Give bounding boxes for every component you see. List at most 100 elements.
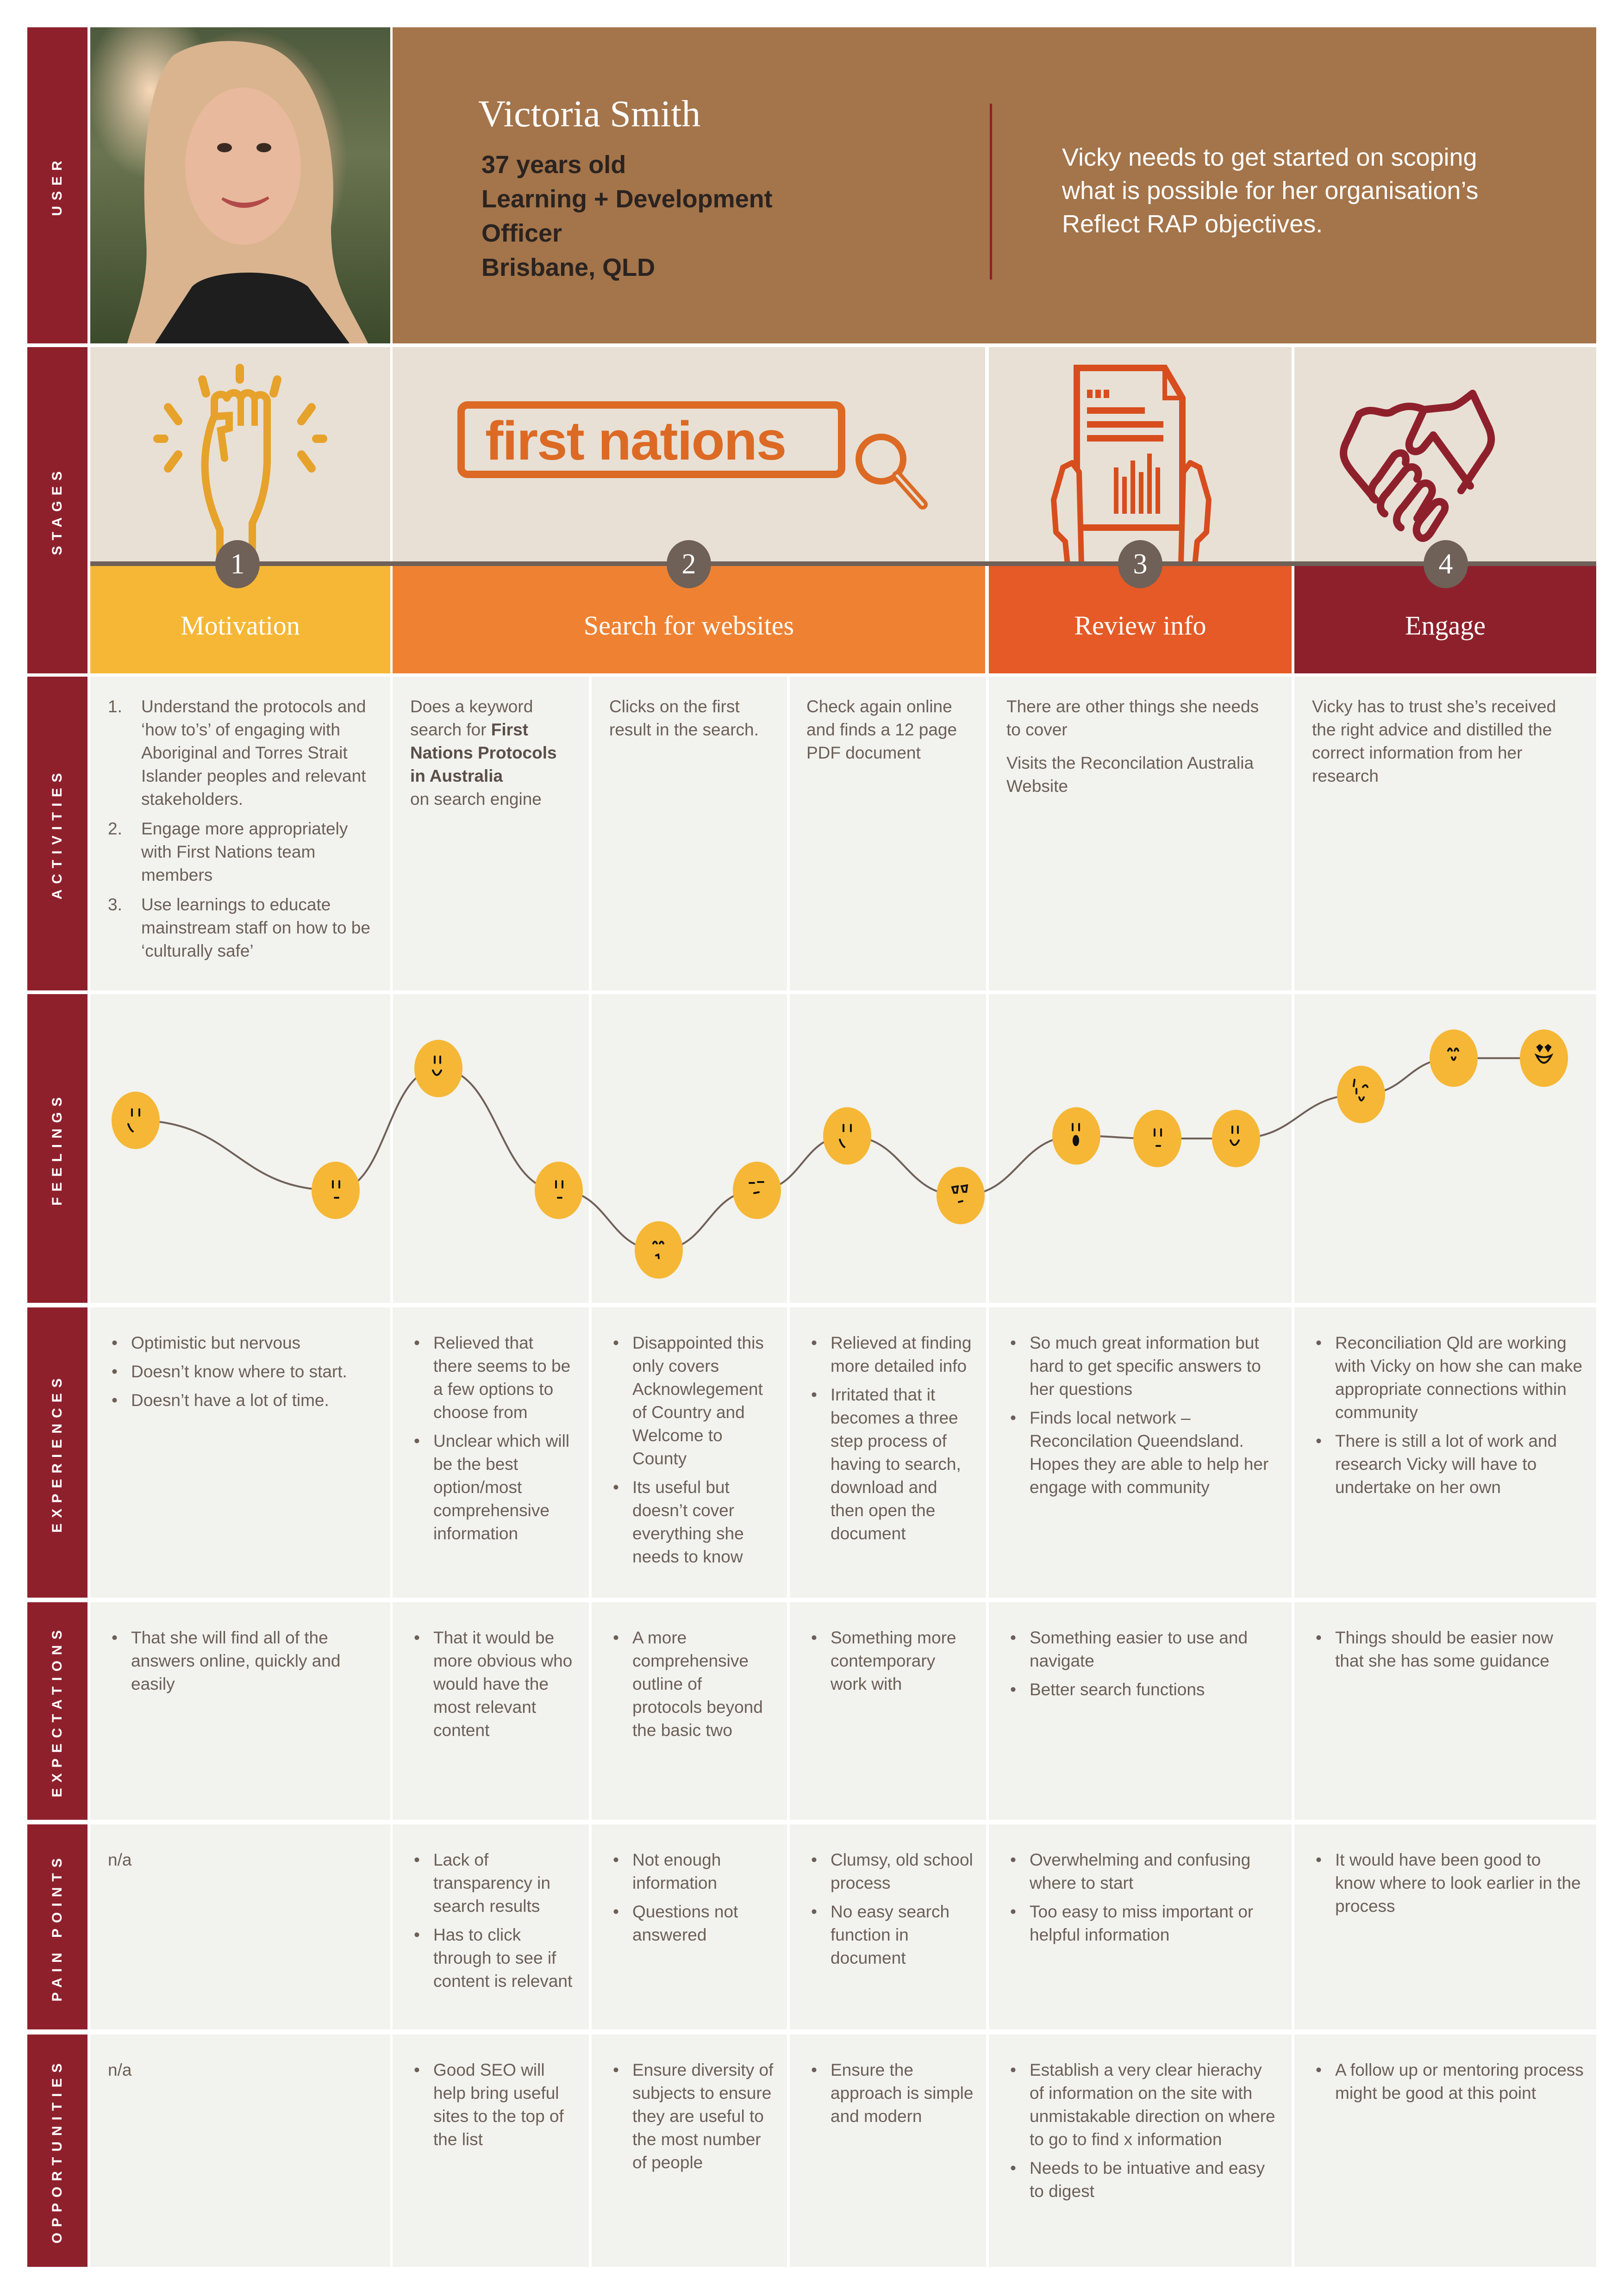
face-happy-icon — [414, 1039, 462, 1097]
opportunities-cell: n/a — [90, 2035, 390, 2267]
activities-search-keyword: Does a keyword search for First Nations … — [393, 677, 589, 990]
experiences-cell: Relieved that there seems to be a few op… — [393, 1307, 589, 1598]
bullet-list: That it would be more obvious who would … — [410, 1626, 577, 1742]
activity-text: Vicky has to trust she’s received the ri… — [1312, 697, 1556, 785]
pain-points-cell: Not enough information Questions not answ… — [592, 1824, 787, 2029]
stage-label: Motivation — [181, 610, 300, 641]
activities-search-click: Clicks on the first result in the search… — [592, 677, 787, 990]
expectations-cell: That she will find all of the answers on… — [90, 1602, 390, 1820]
stage-number-badge: 2 — [667, 540, 711, 588]
bullet-list: Good SEO will help bring useful sites to… — [410, 2059, 577, 2151]
user-age: 37 years old — [481, 151, 626, 179]
experiences-cell: So much great information but hard to ge… — [989, 1307, 1292, 1598]
bullet-list: Something more contemporary work with — [807, 1626, 974, 1696]
user-details: 37 years old Learning + Development Offi… — [481, 148, 773, 285]
stage-icon-panel-3 — [989, 347, 1292, 565]
portrait-icon — [127, 41, 368, 343]
bullet-list: So much great information but hard to ge… — [1006, 1332, 1280, 1499]
bullet-item: Irritated that it becomes a three step p… — [807, 1383, 974, 1545]
bullet-item: So much great information but hard to ge… — [1006, 1332, 1280, 1401]
activity-text: Does a keyword search for — [410, 697, 533, 739]
row-label-feelings: FEELINGS — [27, 994, 87, 1303]
bullet-item: That it would be more obvious who would … — [410, 1626, 577, 1742]
pain-points-cell: It would have been good to know where to… — [1294, 1824, 1596, 2029]
column-divider — [390, 994, 393, 1303]
user-name: Victoria Smith — [478, 93, 701, 135]
face-neutral-icon — [1133, 1110, 1181, 1167]
stage-timeline-line — [90, 561, 1596, 566]
bullet-list: Clumsy, old school process No easy search… — [807, 1848, 974, 1970]
bullet-item: Questions not answered — [609, 1900, 775, 1947]
bullet-item: Relieved at finding more detailed info — [807, 1332, 974, 1378]
face-pleased-icon — [1430, 1029, 1478, 1087]
stage-label: Review info — [1074, 610, 1206, 641]
stage-number-badge: 1 — [215, 540, 260, 588]
bullet-item: Doesn’t know where to start. — [108, 1360, 378, 1383]
bullet-list: Not enough information Questions not answ… — [609, 1848, 775, 1947]
stage-icon-panel-1 — [90, 347, 390, 565]
activity-text: Clicks on the first result in the search… — [609, 697, 759, 739]
bullet-item: Too easy to miss important or helpful in… — [1006, 1900, 1280, 1947]
row-label-pain-points: PAIN POINTS — [27, 1824, 87, 2029]
bullet-item: Ensure diversity of subjects to ensure t… — [609, 2059, 775, 2174]
na-text: n/a — [108, 1850, 132, 1869]
row-label-text: PAIN POINTS — [50, 1852, 65, 2002]
activity-text: There are other things she needs to cove… — [1006, 697, 1259, 739]
activities-review: There are other things she needs to cove… — [989, 677, 1292, 990]
bullet-list: A follow up or mentoring process might b… — [1312, 2059, 1584, 2105]
search-query-text: First Nations Protocols in Australia — [410, 720, 557, 785]
bullet-item: Overwhelming and confusing where to star… — [1006, 1848, 1280, 1895]
stage-number-badge: 4 — [1424, 540, 1468, 588]
face-surprised-icon — [1052, 1107, 1100, 1165]
activities-list: Understand the protocols and ‘how to’s’ … — [108, 695, 376, 963]
row-label-expectations: EXPECTATIONS — [27, 1602, 87, 1820]
bullet-list: That she will find all of the answers on… — [108, 1626, 378, 1696]
activity-item: Use learnings to educate mainstream staf… — [108, 893, 376, 963]
face-wink-icon — [1337, 1065, 1385, 1123]
row-label-text: OPPORTUNITIES — [50, 2058, 65, 2244]
user-goal: Vicky needs to get started on scoping wh… — [1062, 143, 1479, 238]
activities-motivation: Understand the protocols and ‘how to’s’ … — [90, 677, 390, 990]
row-label-stages: STAGES — [27, 347, 87, 673]
pain-points-cell: n/a — [90, 1824, 390, 2029]
experiences-cell: Relieved at finding more detailed info Ir… — [790, 1307, 986, 1598]
bullet-item: Something easier to use and navigate — [1006, 1626, 1280, 1673]
stage-icon-panel-2: first nations — [393, 347, 985, 565]
bullet-item: Doesn’t have a lot of time. — [108, 1389, 378, 1412]
bullet-item: Things should be easier now that she has… — [1312, 1626, 1584, 1673]
opportunities-cell: Establish a very clear hierachy of infor… — [989, 2035, 1292, 2267]
activity-text: Check again online and finds a 12 page P… — [806, 697, 957, 762]
opportunities-cell: Ensure diversity of subjects to ensure t… — [592, 2035, 787, 2267]
feelings-curve — [90, 994, 1596, 1303]
row-label-user: USER — [27, 27, 87, 343]
bullet-list: Relieved that there seems to be a few op… — [410, 1332, 577, 1545]
face-neutral-icon — [535, 1162, 583, 1219]
pain-points-cell: Clumsy, old school process No easy search… — [790, 1824, 986, 2029]
user-role-line1: Learning + Development — [481, 185, 773, 213]
emotion-curve — [112, 1029, 1568, 1279]
bullet-item: Reconciliation Qld are working with Vick… — [1312, 1332, 1584, 1424]
opportunities-cell: A follow up or mentoring process might b… — [1294, 2035, 1596, 2267]
bullet-item: Lack of transparency in search results — [410, 1848, 577, 1918]
face-neutral-icon — [312, 1162, 360, 1219]
expectations-cell: Something more contemporary work with — [790, 1602, 986, 1820]
bullet-list: Relieved at finding more detailed info Ir… — [807, 1332, 974, 1545]
face-skeptical-icon — [937, 1167, 985, 1225]
experiences-cell: Disappointed this only covers Acknowlege… — [592, 1307, 787, 1598]
bullet-list: Reconciliation Qld are working with Vick… — [1312, 1332, 1584, 1499]
document-in-hands-icon — [1051, 365, 1212, 565]
bullet-item: No easy search function in document — [807, 1900, 974, 1970]
row-label-text: USER — [50, 155, 65, 216]
activities-engage: Vicky has to trust she’s received the ri… — [1294, 677, 1596, 990]
user-role-line2: Officer — [481, 219, 562, 247]
experiences-cell: Optimistic but nervous Doesn’t know where… — [90, 1307, 390, 1598]
bullet-list: Ensure the approach is simple and modern — [807, 2059, 974, 2128]
handshake-icon — [1340, 390, 1495, 542]
bullet-item: There is still a lot of work and researc… — [1312, 1430, 1584, 1499]
activity-item: Understand the protocols and ‘how to’s’ … — [108, 695, 376, 811]
bullet-item: A more comprehensive outline of protocol… — [609, 1626, 775, 1742]
expectations-cell: That it would be more obvious who would … — [393, 1602, 589, 1820]
bullet-item: Good SEO will help bring useful sites to… — [410, 2059, 577, 2151]
column-divider — [787, 994, 790, 1303]
raised-fist-icon — [153, 364, 327, 565]
